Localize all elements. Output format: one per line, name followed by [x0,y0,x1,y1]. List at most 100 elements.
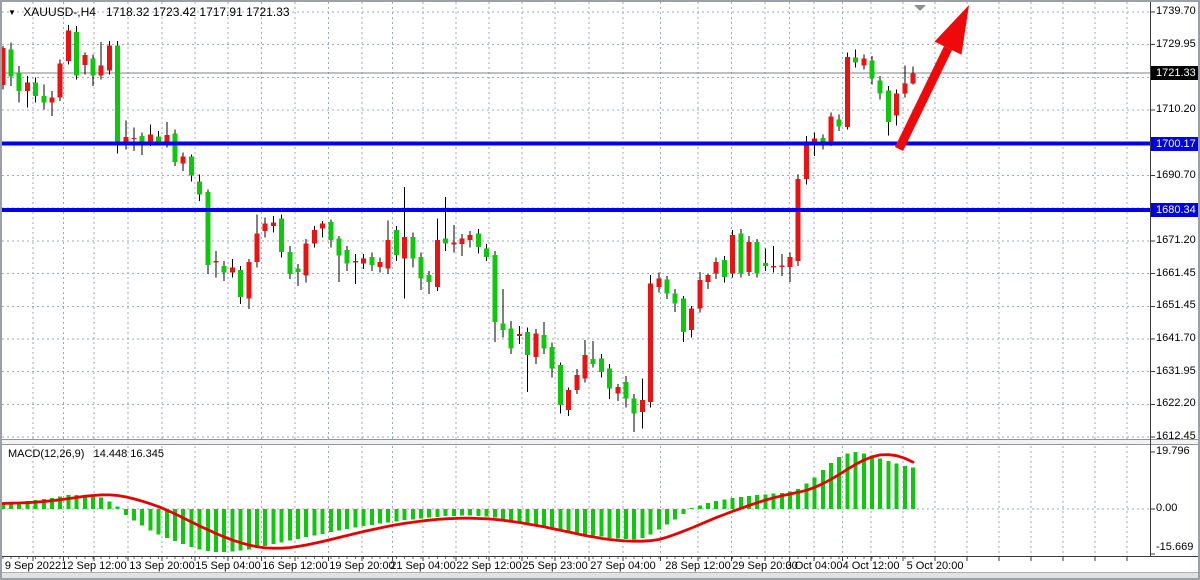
macd-histogram-bar [624,509,628,540]
candle-body [656,278,662,287]
candle-body [746,241,752,272]
macd-histogram-bar [550,509,555,529]
candle-body [98,65,104,76]
candle-body [361,258,367,264]
price-axis-label: 1622.20 [1156,397,1196,410]
macd-histogram-bar [173,509,177,542]
macd-histogram-bar [296,509,300,539]
candle-body [172,133,178,162]
macd-histogram-bar [140,509,145,526]
macd-histogram-bar [361,509,366,526]
trend-arrow-head-icon[interactable] [934,5,970,55]
price-axis-label: 1612.45 [1156,430,1196,442]
candle-body [541,335,547,349]
candle-body [410,236,416,259]
candle-body [762,262,768,267]
macd-histogram-bar [230,509,235,552]
macd-histogram-bar [9,502,13,509]
macd-histogram-bar [386,509,391,523]
macd-histogram-bar [509,509,514,521]
macd-histogram-bar [246,509,251,550]
time-axis-label: 15 Sep 04:00 [195,560,261,572]
candle-body [279,218,285,252]
macd-axis-label: 19.796 [1156,445,1190,457]
macd-histogram-bar [673,509,678,520]
candle-body [180,156,186,164]
macd-histogram-bar [648,509,653,535]
candle-body [820,137,826,143]
macd-histogram-bar [730,498,735,509]
candle-body [287,251,293,274]
candle-body [262,223,268,231]
macd-signal-line [2,453,915,550]
candle-body [41,96,47,103]
macd-histogram-bar [99,497,104,509]
candle-body [385,240,391,269]
macd-axis-label: -15.669 [1156,541,1194,553]
macd-histogram-bar [812,477,817,509]
panel-separator[interactable] [2,440,1198,445]
macd-histogram-bar [468,509,473,516]
candle-body [664,279,670,294]
candle-body [303,243,309,276]
macd-histogram-bar [132,509,136,521]
price-tag-label: 1721.33 [1151,66,1198,81]
macd-histogram-bar [845,453,850,509]
macd-histogram-bar [829,462,833,509]
candle-body [533,333,539,357]
macd-histogram-bar [476,509,481,516]
candle-body [795,178,801,262]
candle-body [853,57,859,63]
price-axis-label: 1651.45 [1156,299,1196,312]
candle-body [721,260,727,277]
macd-histogram-bar [566,509,571,532]
macd-histogram-bar [25,500,30,509]
macd-histogram-bar [779,493,784,509]
collapse-triangle-icon[interactable]: ▼ [8,8,16,17]
macd-histogram-bar [558,509,563,530]
candle-body [336,238,342,256]
candle-body [24,82,30,91]
candle-body [705,275,711,282]
time-axis-label: 16 Sep 12:00 [262,560,328,572]
macd-histogram-bar [640,509,645,538]
macd-histogram-bar [804,483,809,509]
macd-histogram-bar [74,494,79,509]
candle-body [221,265,227,273]
candle-body [615,386,621,394]
macd-histogram-bar [763,494,768,509]
candle-body [459,238,465,244]
macd-histogram-bar [697,505,702,509]
macd-histogram-bar [837,457,842,509]
macd-histogram-bar [345,509,350,529]
macd-histogram-bar [189,509,194,547]
candle-body [434,240,440,287]
candle-body [418,256,424,279]
macd-histogram-bar [771,493,776,509]
macd-histogram-bar [394,509,399,522]
chart-title: ▼ XAUUSD-,H4 1718.32 1723.42 1717.91 172… [8,5,290,19]
macd-histogram-bar [33,500,38,509]
candle-body [369,256,375,266]
candle-body [910,73,916,84]
candle-body [188,156,194,176]
time-axis-label: 29 Sep 20:00 [732,560,798,572]
macd-histogram-bar [517,509,522,522]
price-axis-label: 1671.20 [1156,233,1196,246]
ohlc-readout: 1718.32 1723.42 1717.91 1721.33 [105,5,290,19]
candle-body [57,63,63,98]
top-marker-triangle-icon[interactable] [914,5,926,11]
candle-body [492,255,498,322]
candle-body [238,270,244,297]
macd-histogram-bar [91,496,95,509]
macd-histogram-bar [681,509,686,515]
macd-values: 14.448 16.345 [93,448,164,460]
macd-histogram-bar [17,501,22,509]
candle-body [894,93,900,116]
macd-histogram-bar [911,467,915,509]
macd-histogram-bar [451,509,456,516]
trend-arrow-shaft[interactable] [894,46,953,151]
macd-histogram-bar [902,465,907,509]
macd-histogram-bar [107,501,112,509]
